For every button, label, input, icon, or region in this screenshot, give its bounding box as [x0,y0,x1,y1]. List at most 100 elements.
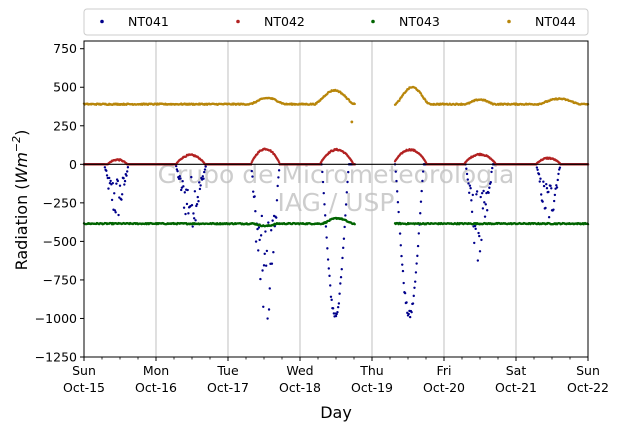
data-point [193,190,197,193]
data-point [257,226,261,229]
data-point [480,238,483,242]
data-point [267,221,270,224]
data-point [277,169,281,172]
data-point [471,193,474,197]
data-point [198,181,201,184]
data-point [346,180,349,184]
data-point [469,186,472,190]
legend-marker-NT044 [507,19,511,24]
data-point [550,187,553,190]
data-point [539,177,542,180]
x-axis-title: Day [320,403,352,422]
data-point [109,179,112,183]
data-point [479,195,482,199]
data-point [108,176,111,180]
x-tick-label-day: Thu [359,363,383,378]
data-point [117,213,120,217]
data-point [252,190,255,193]
data-point [334,314,338,318]
data-point [277,176,280,179]
data-point [204,165,207,168]
data-point [413,286,416,289]
data-point [474,227,477,231]
data-point [331,307,335,310]
data-point [542,184,546,188]
data-point [558,166,562,169]
data-point [555,186,559,189]
series-NT044 [82,85,590,124]
data-point [420,189,423,193]
data-point [487,191,490,194]
data-point [421,179,424,183]
data-point [336,305,340,309]
data-point [475,190,479,193]
data-point [339,275,343,279]
data-point [337,302,341,305]
x-tick-label-day: Sun [576,363,600,378]
data-point [187,212,190,215]
data-point [394,170,397,173]
legend-marker-NT042 [236,19,240,24]
data-point [403,291,407,295]
data-point [178,175,181,178]
data-point [263,252,266,256]
data-point [120,198,123,201]
data-point [270,262,274,265]
x-tick-label-date: Oct-20 [423,380,465,395]
legend: NT041 NT042 NT043 NT044 [83,8,589,36]
data-point [491,166,494,170]
data-point [342,237,346,240]
data-point [253,195,256,198]
x-tick-label-date: Oct-15 [63,380,105,395]
data-point [547,190,550,194]
data-point [544,206,547,210]
data-point [203,170,206,174]
data-point [192,212,195,215]
y-tick-label: −1000 [35,311,77,326]
data-point [396,190,399,193]
x-tick-label-day: Fri [437,363,452,378]
data-point [401,269,405,273]
data-point [270,229,273,232]
data-point [553,193,557,197]
legend-label-NT041: NT041 [128,14,169,29]
data-point [339,282,342,285]
data-point [105,174,109,177]
data-point [353,223,356,226]
watermark-line2: IAG / USP [278,188,395,217]
data-point [410,310,413,314]
data-point [475,193,478,196]
legend-label-NT044: NT044 [535,14,576,29]
data-point [199,184,202,187]
y-tick-label: −500 [43,234,77,249]
data-point [343,225,346,229]
data-point [326,247,329,250]
data-point [477,231,480,235]
data-point [421,170,425,173]
data-point [556,178,559,182]
data-point [325,236,328,239]
data-point [330,298,333,302]
data-point [473,224,477,228]
data-point [542,180,545,183]
data-point [338,292,341,295]
data-point [275,199,279,202]
data-point [478,250,482,253]
watermark: Grupo de Micrometeorologia IAG / USP [158,160,515,217]
y-tick-label: −1250 [35,350,77,365]
data-point [466,178,469,181]
y-axis-title-unit: Wm [12,152,31,183]
x-axis: Sun Oct-15 Mon Oct-16 Tue Oct-17 Wed Oct-18 Thu O… [63,357,609,395]
data-point [324,225,328,228]
data-point [419,200,423,203]
data-point [256,227,259,231]
data-point [110,198,114,202]
data-point [545,187,549,190]
data-point [105,169,108,172]
data-point [265,249,269,253]
data-point [398,232,402,235]
data-point [195,202,199,206]
data-point [468,184,472,187]
data-point [264,264,268,267]
data-point [547,216,551,219]
